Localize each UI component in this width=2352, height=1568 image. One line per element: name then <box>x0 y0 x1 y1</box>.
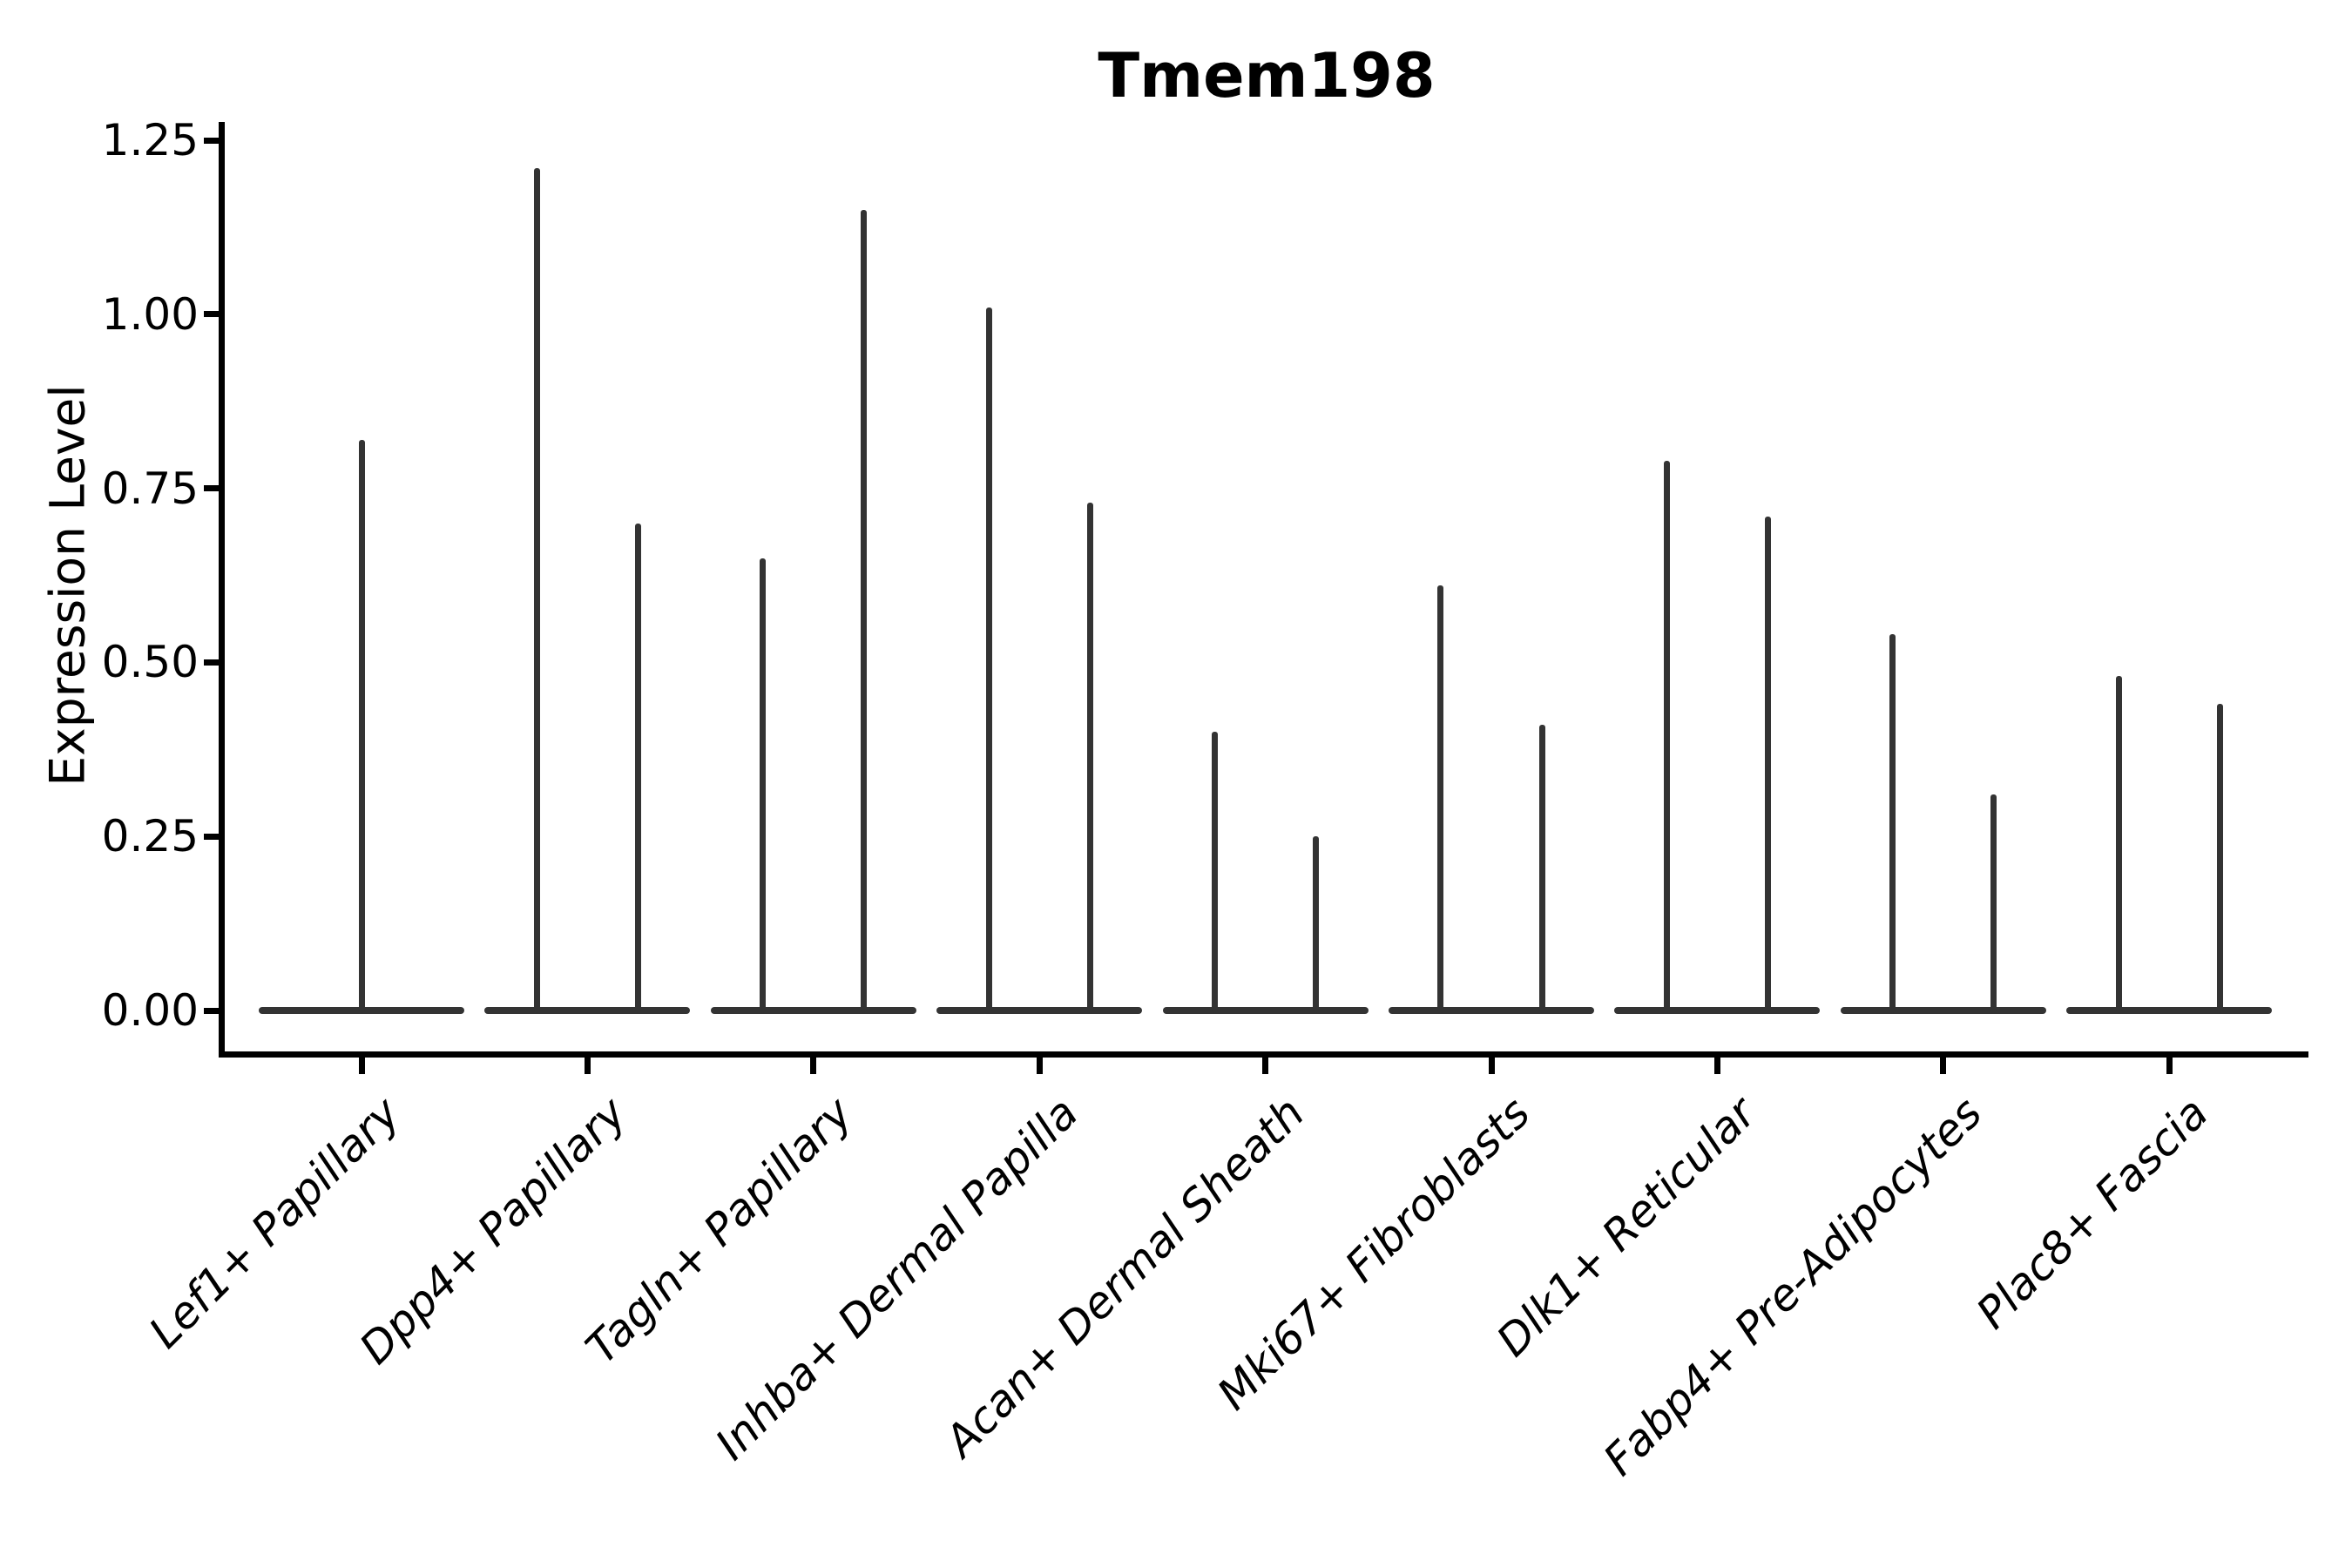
y-tick <box>204 311 219 318</box>
violin-spike <box>985 307 992 1013</box>
violin-body <box>1162 1007 1369 1014</box>
y-tick <box>204 833 219 840</box>
x-tick <box>1488 1058 1495 1074</box>
y-tick-label: 0.75 <box>101 463 199 514</box>
x-tick-label: Lef1+ Papillary <box>139 1087 410 1358</box>
y-tick <box>204 1007 219 1014</box>
violin-body <box>484 1007 691 1014</box>
y-tick <box>204 485 219 492</box>
violin-body <box>936 1007 1143 1014</box>
y-tick-label: 0.00 <box>101 985 199 1036</box>
x-tick <box>584 1058 591 1074</box>
x-tick-label: Inhba+ Dermal Papilla <box>706 1087 1088 1470</box>
x-tick <box>810 1058 817 1074</box>
violin-spike <box>635 523 641 1013</box>
violin-spike <box>1086 502 1093 1013</box>
violin-spike <box>1990 794 1997 1013</box>
x-tick <box>1713 1058 1720 1074</box>
y-axis-spine <box>219 122 225 1058</box>
violin-spike <box>2216 704 2223 1013</box>
x-tick <box>1262 1058 1269 1074</box>
violin-spike <box>1663 460 1670 1013</box>
violin-body <box>2066 1007 2273 1014</box>
x-axis-spine <box>219 1051 2308 1058</box>
x-tick <box>1940 1058 1947 1074</box>
violin-spike <box>1313 836 1320 1013</box>
y-tick-label: 1.00 <box>101 288 199 340</box>
y-tick-label: 1.25 <box>101 115 199 166</box>
violin-body <box>710 1007 916 1014</box>
y-tick-label: 0.50 <box>101 637 199 688</box>
violin-spike <box>2115 676 2122 1013</box>
violin-spike <box>1889 634 1896 1013</box>
violin-spike <box>358 439 365 1013</box>
violin-spike <box>1437 585 1444 1013</box>
y-tick-label: 0.25 <box>101 811 199 862</box>
y-tick <box>204 659 219 666</box>
violin-body <box>1614 1007 1821 1014</box>
violin-spike <box>1211 732 1218 1013</box>
violin-spike <box>861 209 868 1013</box>
violin-spike <box>533 167 540 1013</box>
y-tick <box>204 137 219 144</box>
violin-spike <box>1765 516 1771 1013</box>
violin-spike <box>1538 725 1545 1013</box>
x-tick <box>1036 1058 1043 1074</box>
chart-title: Tmem198 <box>1098 40 1436 112</box>
x-tick-label: Fabp4+ Pre-Adipocytes <box>1593 1087 1992 1486</box>
violin-body <box>1389 1007 1594 1014</box>
x-tick <box>2166 1058 2173 1074</box>
violin-spike <box>760 558 767 1013</box>
violin-body <box>1840 1007 2046 1014</box>
x-tick <box>358 1058 365 1074</box>
x-tick-label: Plac8+ Fascia <box>1966 1087 2218 1339</box>
